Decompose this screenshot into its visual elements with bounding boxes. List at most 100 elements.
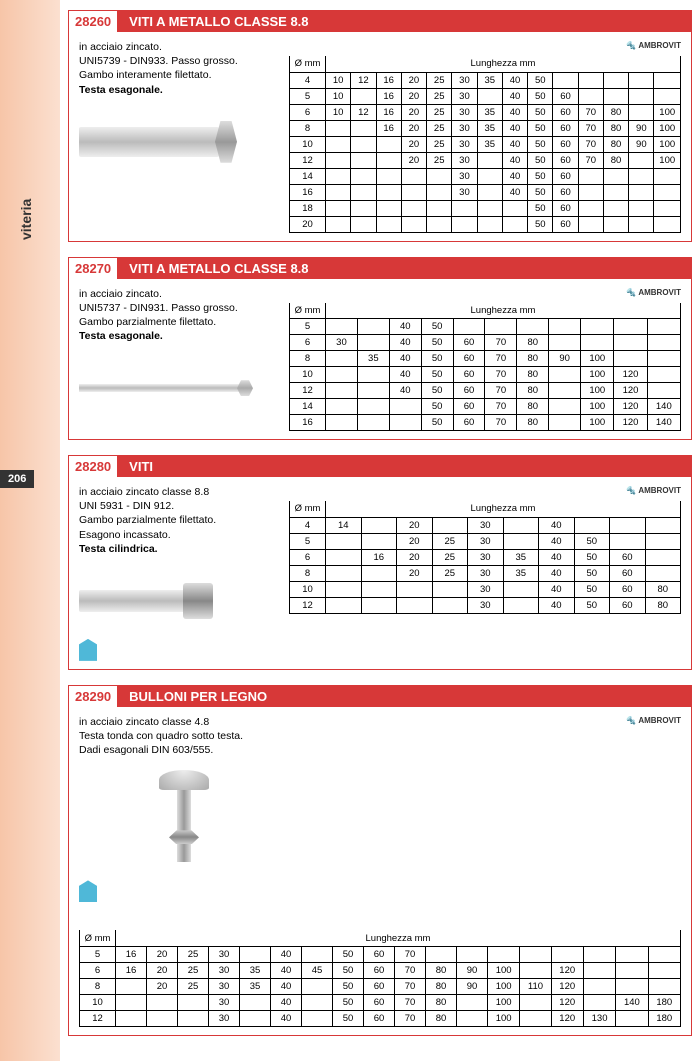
- cell: [610, 533, 646, 549]
- cell: 8: [80, 978, 116, 994]
- cell: 100: [654, 152, 681, 168]
- table-row: 123040506080: [290, 597, 681, 613]
- cell: [401, 200, 426, 216]
- cell: 20: [290, 216, 326, 232]
- cell: [614, 351, 647, 367]
- table-row: 61620253035405060: [290, 549, 681, 565]
- cell: 70: [395, 994, 426, 1010]
- cell: 80: [517, 367, 549, 383]
- cell: [147, 1010, 178, 1026]
- cell: [603, 88, 628, 104]
- cell: [520, 962, 551, 978]
- cell: [603, 168, 628, 184]
- cell: 60: [553, 200, 578, 216]
- cell: 60: [453, 351, 485, 367]
- product-name: VITI: [119, 456, 691, 477]
- page-number: 206: [0, 470, 34, 488]
- cell: [603, 216, 628, 232]
- cell: [549, 399, 581, 415]
- cell: 40: [502, 184, 527, 200]
- table-row: 1450607080100120140: [290, 399, 681, 415]
- cell: [452, 216, 477, 232]
- cell: [614, 335, 647, 351]
- cell: [326, 168, 351, 184]
- cell: 50: [528, 72, 553, 88]
- cell: 30: [468, 565, 504, 581]
- cell: 50: [574, 565, 610, 581]
- cell: 60: [364, 978, 395, 994]
- cell: 60: [364, 946, 395, 962]
- cell: 25: [178, 962, 209, 978]
- cell: 50: [421, 399, 453, 415]
- product-block: 28260VITI A METALLO CLASSE 8.8in acciaio…: [68, 10, 692, 242]
- table-row: 10304050607080100120140180: [80, 994, 681, 1010]
- category-label: viteria: [18, 199, 34, 240]
- cell: 60: [364, 1010, 395, 1026]
- package-icon: [79, 639, 97, 661]
- cell: 90: [549, 351, 581, 367]
- col-length: Lunghezza mm: [116, 930, 681, 946]
- cell: [116, 1010, 147, 1026]
- table-row: 820253035405060708090100110120: [80, 978, 681, 994]
- cell: 40: [502, 168, 527, 184]
- cell: [427, 216, 452, 232]
- product-block: 28290BULLONI PER LEGNOin acciaio zincato…: [68, 685, 692, 1036]
- cell: 12: [351, 104, 376, 120]
- product-code: 28270: [69, 258, 119, 279]
- cell: [629, 152, 654, 168]
- product-code: 28280: [69, 456, 119, 477]
- cell: [616, 962, 648, 978]
- cell: [427, 184, 452, 200]
- cell: 5: [80, 946, 116, 962]
- cell: [147, 994, 178, 1010]
- cell: 12: [290, 152, 326, 168]
- cell: 25: [432, 533, 468, 549]
- cell: 50: [333, 978, 364, 994]
- col-diameter: Ø mm: [290, 303, 326, 319]
- cell: 120: [551, 994, 583, 1010]
- cell: 100: [654, 120, 681, 136]
- cell: 25: [427, 120, 452, 136]
- cell: 35: [477, 136, 502, 152]
- cell: [578, 72, 603, 88]
- table-row: 51016202530405060: [290, 88, 681, 104]
- cell: 70: [395, 978, 426, 994]
- cell: 50: [421, 367, 453, 383]
- cell: [520, 946, 551, 962]
- cell: 50: [574, 533, 610, 549]
- cell: [457, 1010, 488, 1026]
- cell: [357, 335, 389, 351]
- cell: [477, 88, 502, 104]
- cell: [351, 168, 376, 184]
- cell: [610, 517, 646, 533]
- cell: [549, 335, 581, 351]
- cell: [553, 72, 578, 88]
- cell: 50: [528, 136, 553, 152]
- cell: [326, 533, 362, 549]
- cell: [326, 319, 358, 335]
- cell: 6: [290, 335, 326, 351]
- cell: 140: [647, 415, 680, 431]
- cell: 50: [528, 184, 553, 200]
- cell: [629, 104, 654, 120]
- cell: [376, 200, 401, 216]
- cell: [326, 415, 358, 431]
- cell: 16: [290, 415, 326, 431]
- cell: 50: [528, 88, 553, 104]
- cell: [302, 978, 333, 994]
- cell: 40: [271, 994, 302, 1010]
- cell: 35: [477, 104, 502, 120]
- cell: 70: [485, 367, 517, 383]
- table-row: 52025304050: [290, 533, 681, 549]
- cell: 50: [574, 549, 610, 565]
- cell: 12: [80, 1010, 116, 1026]
- cell: 18: [290, 200, 326, 216]
- cell: 35: [240, 962, 271, 978]
- cell: [645, 549, 681, 565]
- cell: 60: [553, 152, 578, 168]
- cell: 80: [517, 399, 549, 415]
- cell: 20: [401, 136, 426, 152]
- size-table: Ø mmLunghezza mm516202530405060706162025…: [79, 930, 681, 1027]
- cell: 50: [528, 168, 553, 184]
- cell: 16: [116, 962, 147, 978]
